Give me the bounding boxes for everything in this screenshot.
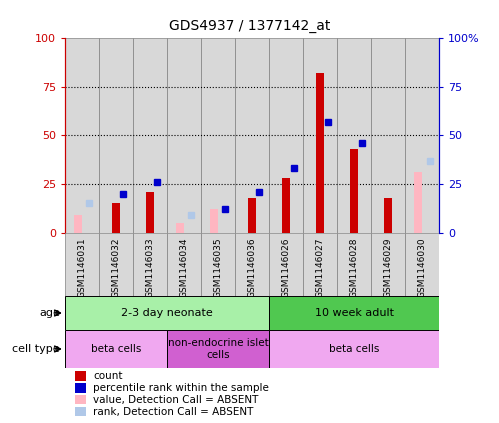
Bar: [282, 178, 290, 233]
Bar: [210, 209, 218, 233]
Text: count: count: [93, 371, 123, 381]
Text: rank, Detection Call = ABSENT: rank, Detection Call = ABSENT: [93, 407, 253, 417]
Bar: [201, 38, 235, 233]
Bar: [99, 38, 133, 233]
Bar: [248, 198, 255, 233]
Bar: [167, 38, 201, 233]
Bar: [65, 296, 269, 330]
Text: 2-3 day neonate: 2-3 day neonate: [121, 308, 213, 318]
Bar: [201, 233, 235, 296]
Bar: [133, 38, 167, 233]
Bar: [167, 233, 201, 296]
Text: GSM1146035: GSM1146035: [214, 238, 223, 298]
Bar: [133, 233, 167, 296]
Bar: [235, 38, 269, 233]
Bar: [176, 223, 184, 233]
Text: percentile rank within the sample: percentile rank within the sample: [93, 383, 269, 393]
Text: GSM1146029: GSM1146029: [384, 238, 393, 298]
Text: non-endocrine islet
cells: non-endocrine islet cells: [168, 338, 268, 360]
Bar: [303, 38, 337, 233]
Bar: [269, 233, 303, 296]
Text: beta cells: beta cells: [329, 344, 379, 354]
Bar: [371, 38, 405, 233]
Bar: [112, 203, 120, 233]
Text: age: age: [39, 308, 60, 318]
Bar: [65, 233, 99, 296]
Bar: [384, 198, 392, 233]
Text: GDS4937 / 1377142_at: GDS4937 / 1377142_at: [169, 19, 330, 33]
Bar: [337, 38, 371, 233]
Text: GSM1146036: GSM1146036: [248, 238, 256, 298]
Bar: [74, 215, 81, 233]
Bar: [316, 73, 324, 233]
Bar: [167, 330, 269, 368]
Bar: [99, 233, 133, 296]
Text: GSM1146028: GSM1146028: [350, 238, 359, 298]
Bar: [405, 233, 439, 296]
Bar: [65, 330, 167, 368]
Text: GSM1146033: GSM1146033: [145, 238, 154, 298]
Text: beta cells: beta cells: [91, 344, 141, 354]
Text: 10 week adult: 10 week adult: [314, 308, 394, 318]
Bar: [405, 38, 439, 233]
Bar: [350, 149, 358, 233]
Bar: [269, 296, 439, 330]
Bar: [269, 330, 439, 368]
Bar: [303, 233, 337, 296]
Bar: [146, 192, 154, 233]
Text: GSM1146031: GSM1146031: [77, 238, 86, 298]
Bar: [337, 233, 371, 296]
Bar: [414, 172, 422, 233]
Text: GSM1146030: GSM1146030: [418, 238, 427, 298]
Text: value, Detection Call = ABSENT: value, Detection Call = ABSENT: [93, 395, 258, 405]
Text: GSM1146034: GSM1146034: [180, 238, 189, 298]
Bar: [371, 233, 405, 296]
Text: GSM1146032: GSM1146032: [111, 238, 120, 298]
Bar: [269, 38, 303, 233]
Text: GSM1146027: GSM1146027: [315, 238, 324, 298]
Text: cell type: cell type: [12, 344, 60, 354]
Text: GSM1146026: GSM1146026: [281, 238, 290, 298]
Bar: [235, 233, 269, 296]
Bar: [65, 38, 99, 233]
